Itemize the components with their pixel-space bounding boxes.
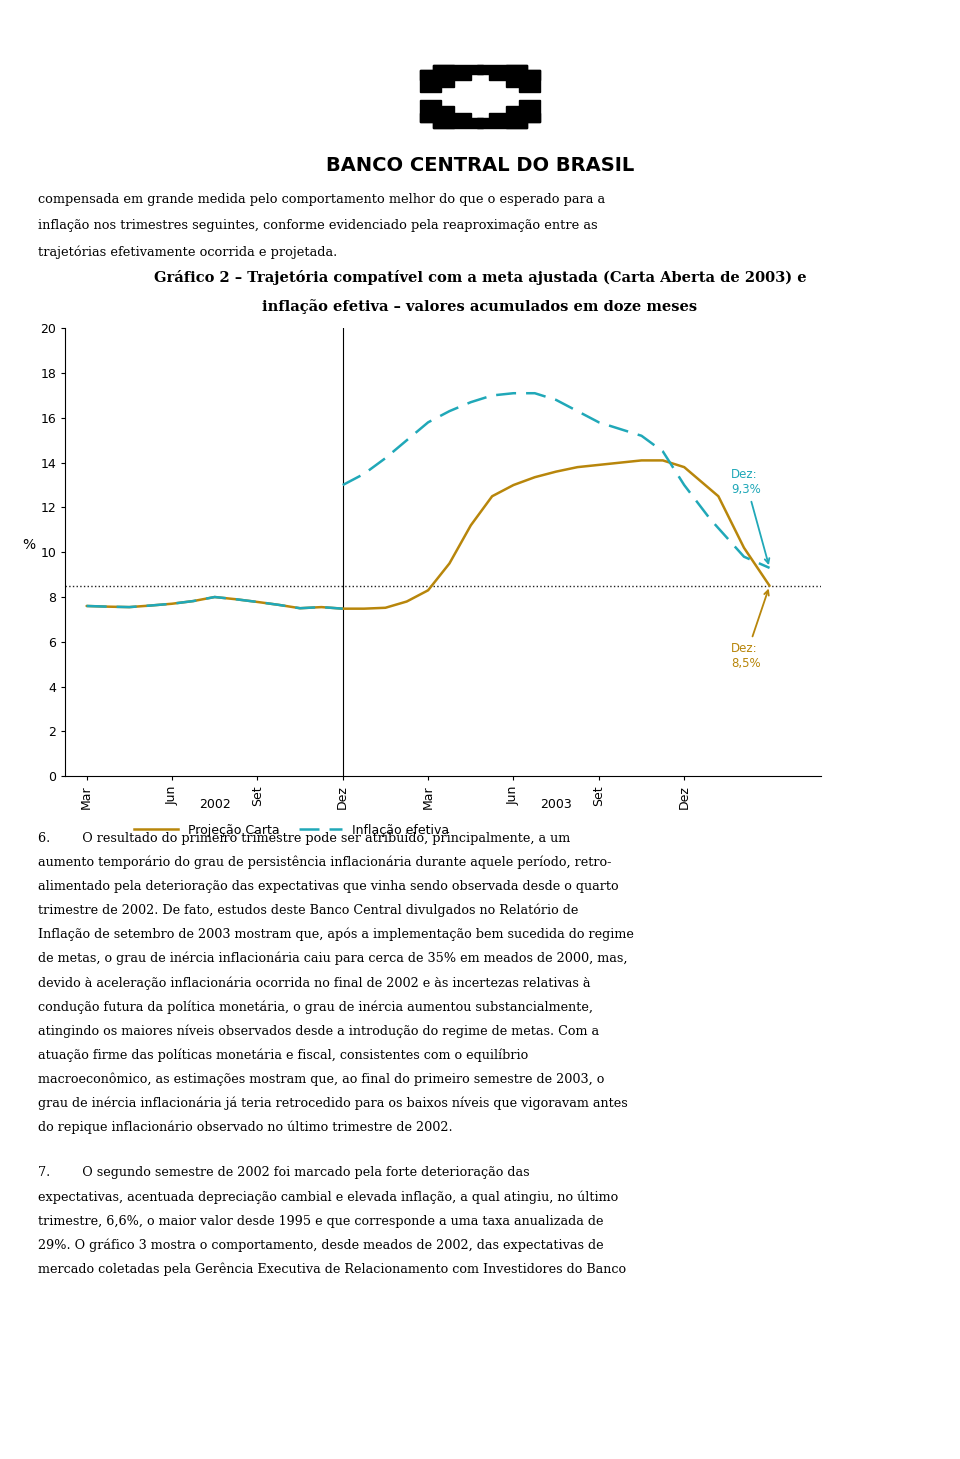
Text: aumento temporário do grau de persistência inflacionária durante aquele período,: aumento temporário do grau de persistênc… xyxy=(38,855,612,870)
Bar xyxy=(518,70,540,92)
Text: trimestre, 6,6%, o maior valor desde 1995 e que corresponde a uma taxa anualizad: trimestre, 6,6%, o maior valor desde 199… xyxy=(38,1214,604,1227)
Bar xyxy=(433,66,484,74)
Text: de metas, o grau de inércia inflacionária caiu para cerca de 35% em meados de 20: de metas, o grau de inércia inflacionári… xyxy=(38,951,628,966)
Text: expectativas, acentuada depreciação cambial e elevada inflação, a qual atingiu, : expectativas, acentuada depreciação camb… xyxy=(38,1191,618,1204)
Text: atingindo os maiores níveis observados desde a introdução do regime de metas. Co: atingindo os maiores níveis observados d… xyxy=(38,1024,600,1037)
Legend: Projeção Carta, Inflação efetiva: Projeção Carta, Inflação efetiva xyxy=(130,818,454,842)
Text: 2002: 2002 xyxy=(199,798,230,811)
Text: Dez:
8,5%: Dez: 8,5% xyxy=(732,591,769,670)
Text: trimestre de 2002. De fato, estudos deste Banco Central divulgados no Relatório : trimestre de 2002. De fato, estudos dest… xyxy=(38,903,579,918)
Text: 6.        O resultado do primeiro trimestre pode ser atribuído, principalmente, : 6. O resultado do primeiro trimestre pod… xyxy=(38,832,570,845)
Text: 7.        O segundo semestre de 2002 foi marcado pela forte deterioração das: 7. O segundo semestre de 2002 foi marcad… xyxy=(38,1167,530,1179)
Bar xyxy=(433,66,454,88)
Text: 2003: 2003 xyxy=(540,798,572,811)
Bar xyxy=(476,66,527,74)
Bar xyxy=(518,101,540,123)
Text: inflação nos trimestres seguintes, conforme evidenciado pela reaproximação entre: inflação nos trimestres seguintes, confo… xyxy=(38,219,598,232)
Text: compensada em grande medida pelo comportamento melhor do que o esperado para a: compensada em grande medida pelo comport… xyxy=(38,193,606,206)
Text: Dez:
9,3%: Dez: 9,3% xyxy=(732,468,769,563)
Bar xyxy=(433,118,484,127)
Bar xyxy=(506,66,527,88)
Bar xyxy=(420,70,470,80)
Text: BANCO CENTRAL DO BRASIL: BANCO CENTRAL DO BRASIL xyxy=(325,156,635,175)
Text: inflação efetiva – valores acumulados em doze meses: inflação efetiva – valores acumulados em… xyxy=(262,299,698,314)
Bar xyxy=(420,70,442,92)
Text: trajetórias efetivamente ocorrida e projetada.: trajetórias efetivamente ocorrida e proj… xyxy=(38,245,338,258)
Text: condução futura da política monetária, o grau de inércia aumentou substancialmen: condução futura da política monetária, o… xyxy=(38,1001,593,1014)
Bar xyxy=(433,105,454,127)
Bar xyxy=(420,101,442,123)
Text: Gráfico 2 – Trajetória compatível com a meta ajustada (Carta Aberta de 2003) e: Gráfico 2 – Trajetória compatível com a … xyxy=(154,270,806,285)
Text: macroeconômico, as estimações mostram que, ao final do primeiro semestre de 2003: macroeconômico, as estimações mostram qu… xyxy=(38,1072,605,1085)
Bar xyxy=(490,70,540,80)
Bar xyxy=(490,112,540,123)
Bar xyxy=(420,112,470,123)
Y-axis label: %: % xyxy=(23,538,36,552)
Bar xyxy=(506,105,527,127)
Bar xyxy=(476,118,527,127)
Text: mercado coletadas pela Gerência Executiva de Relacionamento com Investidores do : mercado coletadas pela Gerência Executiv… xyxy=(38,1262,627,1277)
Text: devido à aceleração inflacionária ocorrida no final de 2002 e às incertezas rela: devido à aceleração inflacionária ocorri… xyxy=(38,976,591,989)
Text: grau de inércia inflacionária já teria retrocedido para os baixos níveis que vig: grau de inércia inflacionária já teria r… xyxy=(38,1097,628,1110)
Text: do repique inflacionário observado no último trimestre de 2002.: do repique inflacionário observado no úl… xyxy=(38,1121,453,1134)
Text: Inflação de setembro de 2003 mostram que, após a implementação bem sucedida do r: Inflação de setembro de 2003 mostram que… xyxy=(38,928,635,941)
Text: alimentado pela deterioração das expectativas que vinha sendo observada desde o : alimentado pela deterioração das expecta… xyxy=(38,880,619,893)
Text: atuação firme das políticas monetária e fiscal, consistentes com o equilíbrio: atuação firme das políticas monetária e … xyxy=(38,1048,529,1062)
Text: 29%. O gráfico 3 mostra o comportamento, desde meados de 2002, das expectativas : 29%. O gráfico 3 mostra o comportamento,… xyxy=(38,1239,604,1252)
